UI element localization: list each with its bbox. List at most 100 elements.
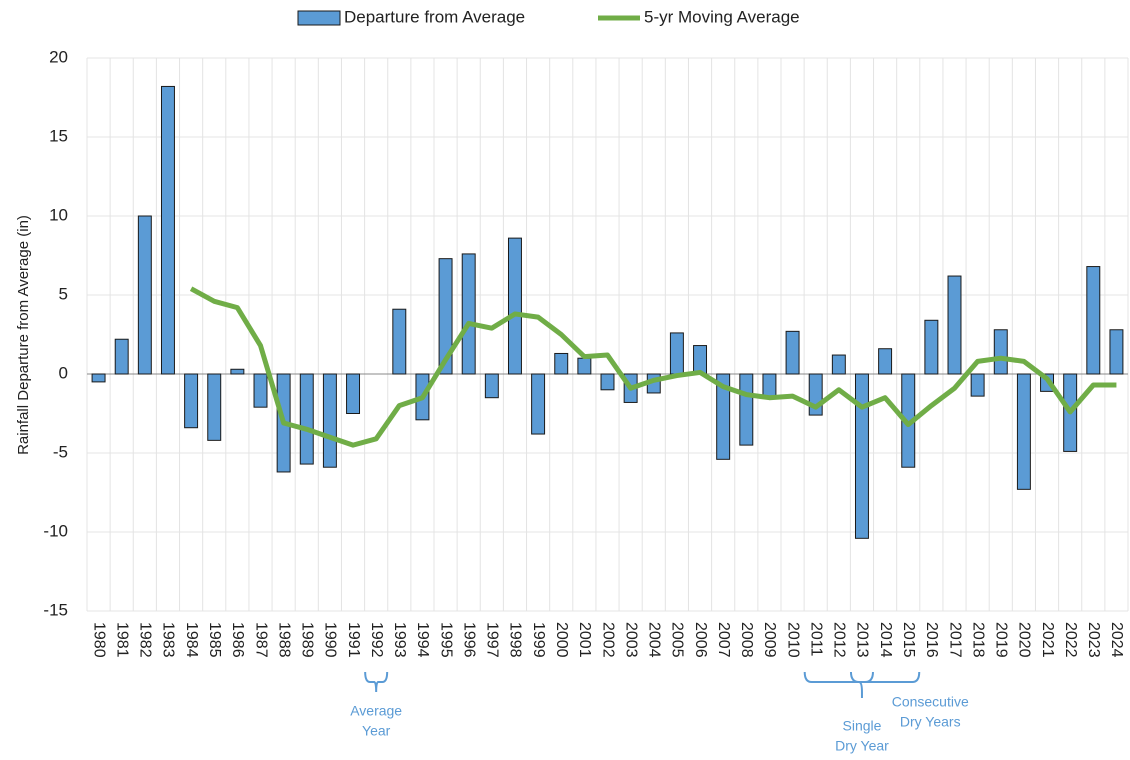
bar: [461, 253, 476, 375]
bar: [739, 373, 754, 446]
x-tick-label: 2014: [877, 622, 894, 658]
x-tick-label: 1996: [460, 622, 477, 658]
x-tick-label: 2023: [1085, 622, 1102, 658]
y-tick-label: 10: [49, 205, 68, 224]
bar: [392, 308, 407, 375]
bar: [785, 330, 800, 375]
x-tick-label: 1985: [206, 622, 223, 658]
bar: [1086, 266, 1101, 375]
y-tick-label: -5: [53, 442, 68, 461]
x-tick-label: 2024: [1108, 622, 1125, 658]
x-tick-label: 1997: [484, 622, 501, 658]
x-tick-label: 1981: [113, 622, 130, 658]
bar: [322, 373, 337, 468]
x-tick-label: 1986: [229, 622, 246, 658]
bar: [854, 373, 869, 539]
x-tick-label: 2000: [553, 622, 570, 658]
bar: [137, 215, 152, 375]
bar: [484, 373, 499, 399]
bar: [762, 373, 777, 397]
x-tick-label: 2011: [807, 622, 824, 657]
annotation-text: Single: [843, 718, 882, 734]
bar: [160, 85, 175, 375]
x-tick-label: 1983: [160, 622, 177, 658]
x-tick-label: 1994: [414, 622, 431, 658]
bar: [299, 373, 314, 465]
x-tick-label: 1982: [137, 622, 154, 658]
annotation-text: Dry Year: [835, 738, 889, 754]
bar: [1016, 373, 1031, 490]
x-tick-label: 2016: [923, 622, 940, 658]
x-tick-label: 1998: [507, 622, 524, 658]
bar: [207, 373, 222, 441]
bar: [831, 354, 846, 375]
bar: [716, 373, 731, 460]
y-tick-label: 15: [49, 126, 68, 145]
bar: [600, 373, 615, 391]
annotation-text: Consecutive: [892, 694, 969, 710]
bar: [924, 319, 939, 375]
bar: [947, 275, 962, 375]
x-tick-label: 2015: [900, 622, 917, 658]
annotation-text: Year: [362, 723, 391, 739]
x-tick-label: 1995: [437, 622, 454, 658]
x-tick-label: 2012: [831, 622, 848, 658]
x-tick-label: 2005: [669, 622, 686, 658]
x-tick-label: 2018: [969, 622, 986, 658]
y-tick-label: -10: [43, 521, 68, 540]
x-tick-label: 2021: [1039, 622, 1056, 658]
bar: [993, 329, 1008, 375]
x-tick-label: 2019: [993, 622, 1010, 658]
bar: [438, 258, 453, 375]
x-tick-label: 2003: [622, 622, 639, 658]
x-tick-label: 1984: [183, 622, 200, 658]
bar: [693, 345, 708, 375]
x-tick-label: 1989: [299, 622, 316, 658]
bar: [669, 332, 684, 375]
x-tick-label: 2009: [761, 622, 778, 658]
x-tick-label: 2001: [576, 622, 593, 658]
bar: [577, 357, 592, 375]
bar: [554, 352, 569, 375]
x-tick-label: 2007: [715, 622, 732, 658]
x-tick-label: 2002: [599, 622, 616, 658]
y-tick-label: 5: [59, 284, 68, 303]
x-tick-label: 2010: [784, 622, 801, 658]
x-tick-label: 2013: [854, 622, 871, 658]
x-tick-label: 2004: [646, 622, 663, 658]
bar: [253, 373, 268, 408]
legend-label: Departure from Average: [344, 7, 525, 26]
bar: [1109, 329, 1124, 375]
y-tick-label: 0: [59, 363, 68, 382]
x-tick-label: 1988: [275, 622, 292, 658]
bar: [230, 368, 245, 375]
x-tick-label: 2022: [1062, 622, 1079, 658]
bar: [184, 373, 199, 429]
x-tick-label: 1991: [345, 622, 362, 658]
x-tick-label: 1999: [530, 622, 547, 658]
bar: [346, 373, 361, 414]
annotation-text: Average: [350, 703, 402, 719]
x-tick-label: 1993: [391, 622, 408, 658]
y-tick-label: -15: [43, 600, 68, 619]
bar: [91, 373, 106, 383]
x-tick-label: 2020: [1016, 622, 1033, 658]
x-tick-label: 1980: [90, 622, 107, 658]
x-tick-label: 1990: [322, 622, 339, 658]
moving-average-line: [189, 286, 1117, 448]
annotation-bracket: [849, 671, 874, 698]
x-tick-label: 2017: [946, 622, 963, 658]
bar: [114, 338, 129, 375]
y-tick-label: 20: [49, 47, 68, 66]
x-tick-label: 1987: [252, 622, 269, 658]
annotation-text: Dry Years: [900, 714, 961, 730]
x-tick-label: 2008: [738, 622, 755, 658]
bar: [878, 348, 893, 375]
bar: [970, 373, 985, 397]
bar: [531, 373, 546, 435]
annotation-bracket: [364, 671, 389, 693]
x-tick-label: 2006: [692, 622, 709, 658]
x-tick-label: 1992: [368, 622, 385, 658]
annotation-bracket: [803, 671, 921, 683]
